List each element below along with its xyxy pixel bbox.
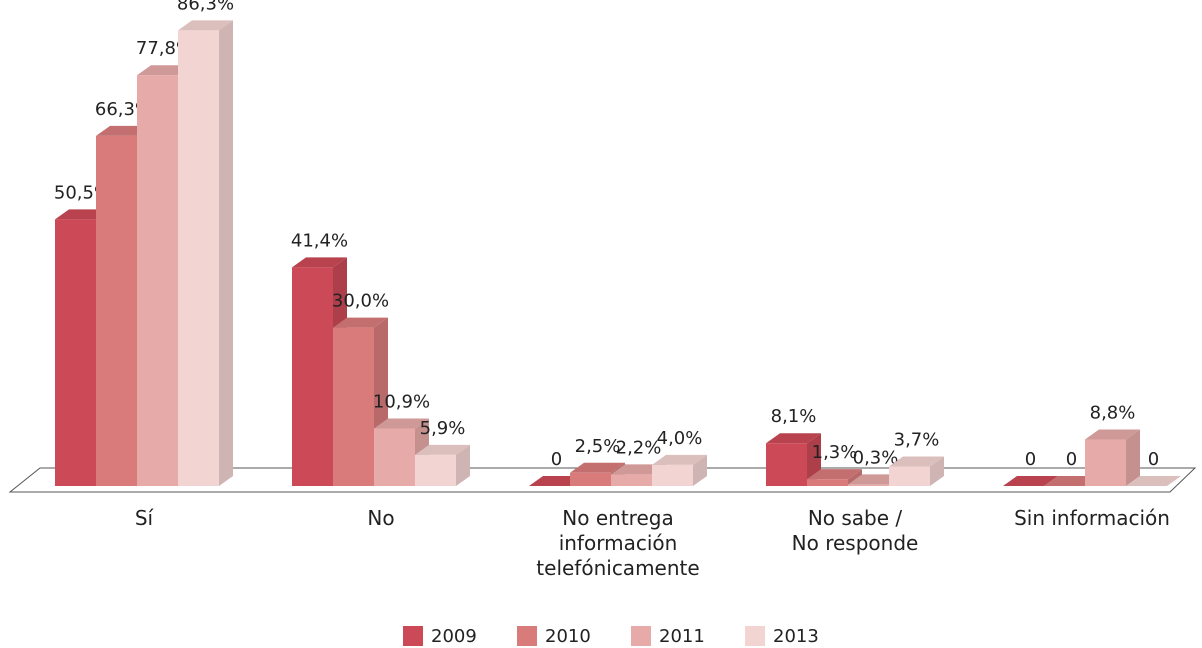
bar-top (292, 257, 347, 268)
bar (570, 462, 625, 486)
bar-front (766, 443, 807, 486)
bar-side (456, 444, 470, 486)
value-label: 8,8% (1090, 403, 1136, 424)
value-label: 8,1% (771, 406, 817, 427)
value-label: 30,0% (332, 291, 389, 312)
value-label: 3,7% (894, 429, 940, 450)
bar-front (178, 30, 219, 487)
value-label: 0 (1148, 449, 1159, 470)
bar-top (652, 454, 707, 465)
value-label: 41,4% (291, 230, 348, 251)
bar-top (889, 456, 944, 467)
bar (415, 444, 470, 486)
legend-swatch (403, 626, 423, 646)
value-label: 4,0% (657, 428, 703, 449)
bar-top (1085, 429, 1140, 440)
bar-top (415, 444, 470, 455)
x-tick-label: No entrega información telefónicamente (536, 506, 700, 580)
bar-front (137, 75, 178, 486)
bar-side (848, 469, 862, 486)
x-tick-label: No (367, 506, 395, 530)
bar-front (889, 466, 930, 486)
bar-top (178, 20, 233, 31)
bar-front (333, 327, 374, 486)
x-tick-label: No sabe / No responde (791, 506, 919, 555)
value-label: 1,3% (812, 442, 858, 463)
legend-swatch (517, 626, 537, 646)
bar-side (1126, 429, 1140, 486)
value-label: 0,3% (853, 447, 899, 468)
bar-top (570, 462, 625, 473)
floor (8, 467, 1197, 493)
value-label: 86,3% (177, 0, 234, 14)
legend-swatch (745, 626, 765, 646)
value-label: 2,2% (616, 437, 662, 458)
bar-side (219, 20, 233, 487)
bar-top (766, 433, 821, 444)
value-label: 0 (551, 449, 562, 470)
value-label: 5,9% (420, 418, 466, 439)
value-label: 0 (1066, 449, 1077, 470)
bar (807, 469, 862, 486)
bar-front (55, 219, 96, 487)
bar-side (930, 456, 944, 486)
bar (178, 20, 233, 487)
value-label: 2,5% (575, 436, 621, 457)
bar (1003, 476, 1058, 486)
bar-front (96, 135, 137, 486)
value-label: 10,9% (373, 391, 430, 412)
bar-side (693, 454, 707, 486)
bar-top (807, 469, 862, 480)
bar (889, 456, 944, 486)
bar-front (570, 472, 611, 486)
bar-front (848, 484, 889, 486)
value-label: 0 (1025, 449, 1036, 470)
bar (766, 433, 821, 486)
bar (652, 454, 707, 486)
bar-top (1003, 476, 1058, 486)
bar-front (415, 454, 456, 486)
bar-top (374, 418, 429, 429)
bar-front (652, 464, 693, 486)
bar-front (374, 428, 415, 486)
legend-label: 2013 (773, 626, 819, 647)
bar-top (333, 317, 388, 328)
x-tick-label: Sí (134, 506, 154, 530)
bar-top (1126, 476, 1181, 486)
bar (1085, 429, 1140, 486)
bar-front (1085, 439, 1126, 486)
legend-label: 2011 (659, 626, 705, 647)
legend-swatch (631, 626, 651, 646)
x-tick-label: Sin información (1014, 506, 1170, 530)
bar-front (611, 474, 652, 486)
legend-label: 2009 (431, 626, 477, 647)
bar-front (807, 479, 848, 486)
bar (292, 257, 347, 486)
legend-label: 2010 (545, 626, 591, 647)
bar (1126, 476, 1181, 486)
bar-front (292, 267, 333, 486)
